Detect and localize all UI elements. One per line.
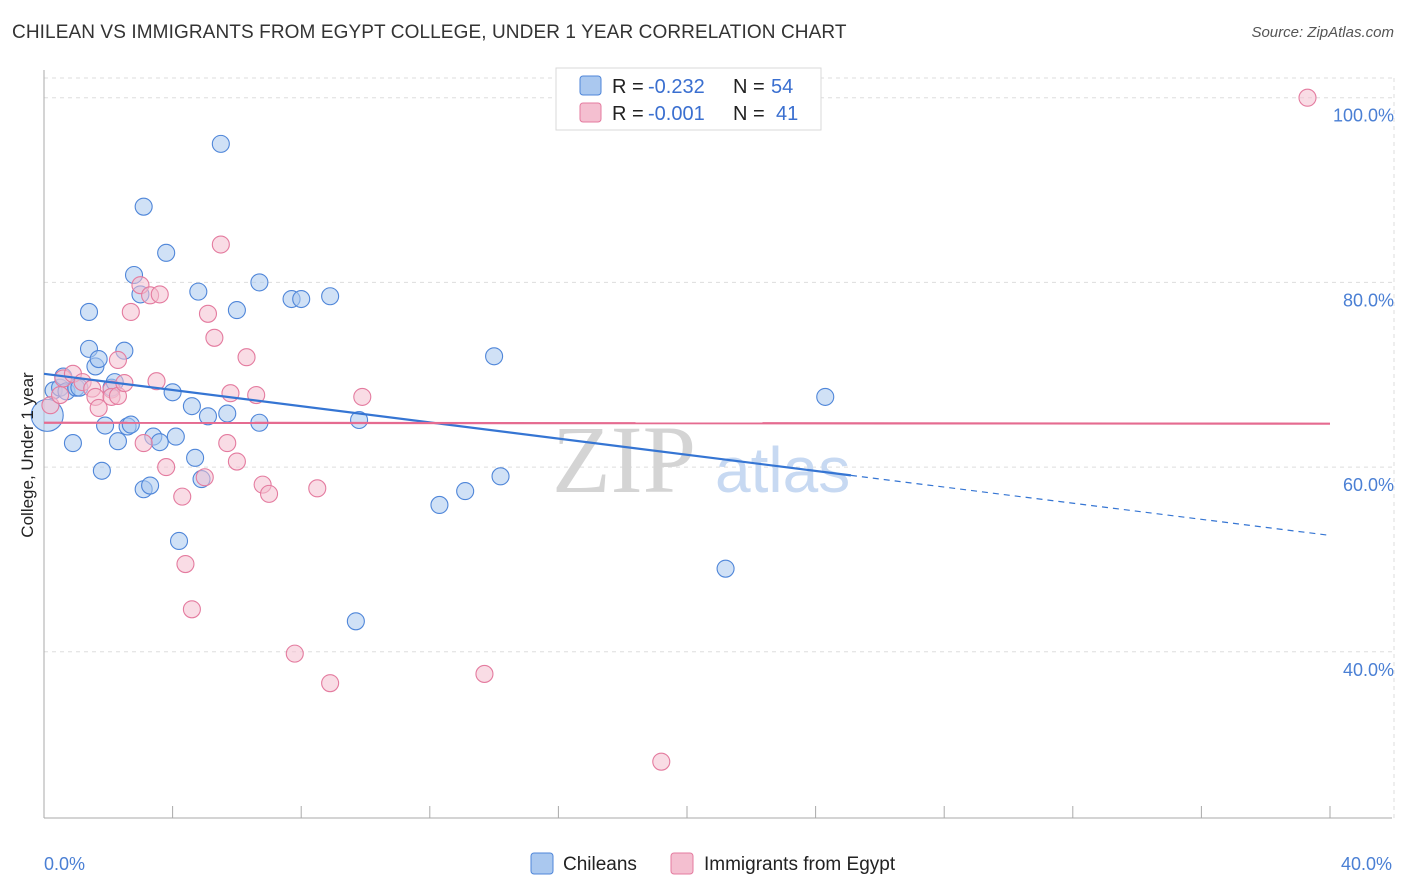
chileans-point — [182, 397, 201, 416]
chileans-point — [350, 410, 369, 430]
chileans-point — [150, 433, 169, 452]
egypt-point — [1298, 88, 1317, 107]
egypt-point — [157, 458, 176, 477]
chileans-point — [92, 461, 111, 480]
egypt-point — [652, 752, 671, 771]
bottom-legend-swatch-egypt — [670, 852, 694, 875]
egypt-point — [182, 600, 201, 619]
chileans-point — [79, 302, 99, 321]
egypt-point — [227, 452, 246, 471]
x-tick-label-min: 0.0% — [44, 854, 85, 874]
egypt-point — [147, 372, 166, 391]
chileans-point — [456, 482, 475, 501]
chileans-point — [227, 301, 246, 320]
chileans-point — [716, 559, 735, 578]
bottom-legend-label-chileans: Chileans — [563, 854, 637, 875]
chileans-point — [346, 612, 365, 631]
egypt-point — [176, 554, 195, 574]
chileans-point — [430, 495, 449, 514]
legend-r-value-2: -0.001 — [648, 103, 705, 125]
chileans-trend-line-extension — [850, 474, 1331, 537]
chileans-point — [816, 387, 835, 406]
chileans-point — [166, 427, 185, 446]
bottom-legend-label-egypt: Immigrants from Egypt — [704, 854, 896, 875]
legend-n-label-1: N = — [733, 76, 765, 98]
axes-layer: 40.0% 60.0% 80.0% 100.0% 0.0% 40.0% — [43, 70, 1394, 874]
egypt-point — [134, 434, 153, 453]
egypt-point — [218, 434, 237, 453]
chileans-point — [141, 476, 160, 495]
legend-r-label-1: R = — [612, 76, 644, 98]
chileans-point — [134, 197, 153, 216]
egypt-point — [51, 386, 70, 405]
egypt-point — [285, 644, 304, 663]
egypt-point — [198, 304, 218, 323]
egypt-point — [195, 468, 214, 487]
chileans-trend-line — [43, 372, 852, 477]
y-tick-label: 60.0% — [1343, 475, 1394, 495]
chileans-point — [485, 347, 504, 366]
x-tick-label-max: 40.0% — [1341, 854, 1392, 874]
egypt-point — [221, 384, 240, 403]
watermark: ZIP atlas — [552, 406, 850, 513]
chileans-point — [189, 282, 208, 301]
source-credit: Source: ZipAtlas.com — [1251, 24, 1394, 41]
egypt-point — [353, 387, 372, 406]
legend-r-value-1: -0.232 — [648, 76, 705, 98]
chileans-point — [89, 349, 108, 369]
chileans-point — [186, 448, 205, 467]
egypt-point — [308, 479, 327, 498]
chileans-point — [491, 467, 510, 486]
chileans-point — [169, 531, 189, 551]
chileans-point — [250, 273, 269, 292]
egypt-point — [121, 302, 140, 321]
chileans-point — [121, 415, 140, 434]
egypt-point — [211, 235, 230, 254]
egypt-point — [150, 285, 169, 304]
chileans-point — [108, 432, 127, 451]
y-tick-label: 100.0% — [1333, 106, 1394, 126]
legend-swatch-chileans — [579, 75, 602, 96]
series-legend: Chileans Immigrants from Egypt — [530, 852, 896, 875]
chileans-point — [211, 134, 230, 153]
bottom-legend-swatch-chileans — [530, 852, 554, 875]
chileans-point — [321, 287, 340, 306]
egypt-point — [259, 484, 279, 503]
points-layer — [30, 88, 1317, 771]
chileans-point — [218, 404, 237, 423]
egypt-trend-line — [43, 421, 1331, 425]
chileans-point — [198, 407, 218, 426]
egypt-point — [205, 328, 224, 347]
egypt-point — [173, 487, 192, 506]
chart-title: CHILEAN VS IMMIGRANTS FROM EGYPT COLLEGE… — [12, 22, 847, 43]
chileans-point — [96, 416, 115, 435]
egypt-point — [237, 348, 256, 367]
legend-n-value-2: 41 — [776, 103, 798, 125]
chileans-point — [63, 434, 82, 453]
correlation-legend: R = -0.232 N = 54 R = -0.001 N = 41 — [555, 67, 822, 131]
chileans-point — [163, 383, 182, 402]
egypt-point — [321, 674, 340, 693]
trend-layer — [43, 372, 1331, 537]
egypt-point — [108, 350, 127, 370]
y-tick-label: 40.0% — [1343, 660, 1394, 680]
legend-n-value-1: 54 — [771, 76, 793, 98]
chileans-point — [157, 243, 176, 262]
legend-swatch-egypt — [579, 102, 602, 123]
egypt-point — [475, 664, 494, 683]
egypt-point — [89, 398, 108, 418]
y-axis-label: College, Under 1 year — [18, 372, 37, 538]
y-tick-label: 80.0% — [1343, 290, 1394, 310]
legend-n-label-2: N = — [733, 103, 765, 125]
watermark-atlas: atlas — [715, 434, 850, 506]
chileans-point — [292, 289, 311, 309]
legend-r-label-2: R = — [612, 103, 644, 125]
